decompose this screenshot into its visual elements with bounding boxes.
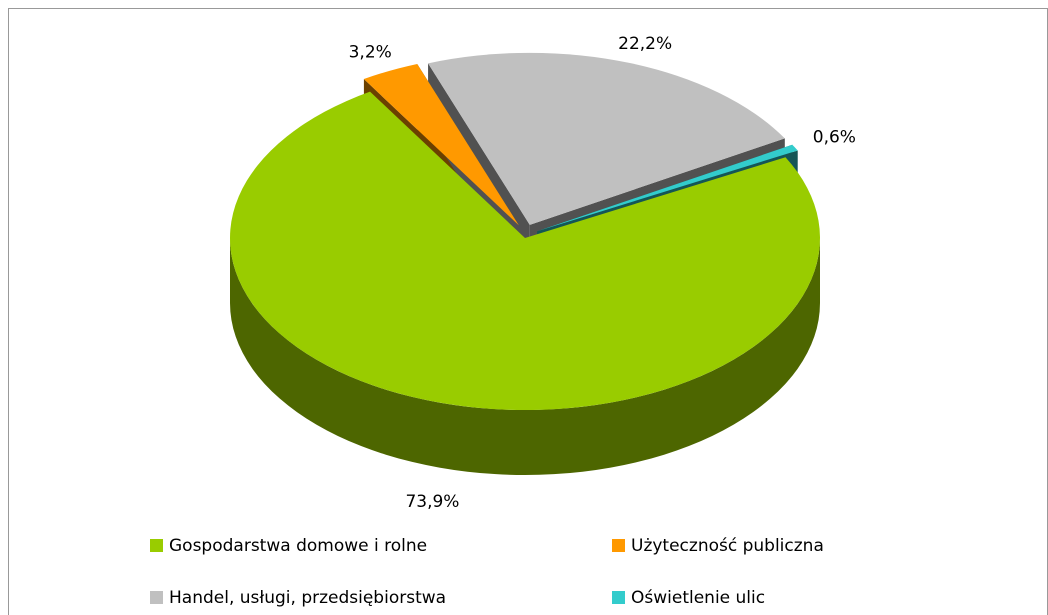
legend-label: Gospodarstwa domowe i rolne <box>169 536 427 556</box>
legend-swatch <box>150 591 163 604</box>
data-label: 73,9% <box>405 492 459 512</box>
legend-label: Handel, usługi, przedsiębiorstwa <box>169 588 446 608</box>
legend-swatch <box>612 591 625 604</box>
legend-swatch <box>150 539 163 552</box>
data-label: 0,6% <box>813 128 856 148</box>
data-label: 3,2% <box>349 42 392 62</box>
pie-slice <box>230 91 821 410</box>
data-label: 22,2% <box>618 34 672 54</box>
pie-slice <box>537 144 798 232</box>
pie-tops <box>230 52 821 410</box>
legend-swatch <box>612 539 625 552</box>
pie-slice <box>428 52 785 225</box>
legend-label: Oświetlenie ulic <box>631 588 765 608</box>
pie-slice <box>363 63 519 226</box>
slice-wall <box>230 238 820 475</box>
legend-label: Użyteczność publiczna <box>631 536 824 556</box>
